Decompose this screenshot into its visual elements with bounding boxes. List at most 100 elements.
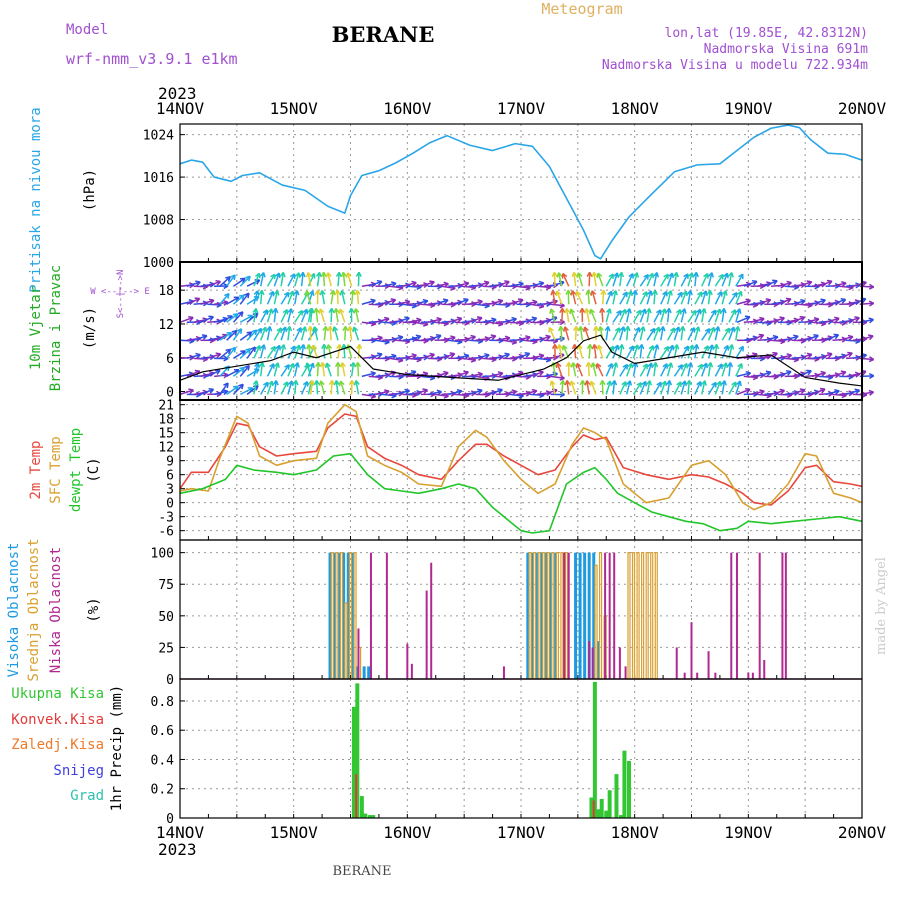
wind-arrow [448, 317, 462, 323]
bar-1 [549, 552, 553, 679]
wind-arrow [566, 380, 570, 395]
wind-arrow-head [556, 290, 562, 295]
bar-1 [535, 552, 539, 679]
wind-arrow [502, 339, 517, 344]
wind-arrow-head [307, 271, 312, 277]
wind-arrow-head [546, 392, 552, 397]
wind-arrow [612, 290, 617, 305]
wind-arrow-head [378, 353, 383, 359]
wind-arrow-head [342, 271, 347, 277]
wind-arrow [300, 326, 306, 341]
series-line-1 [179, 413, 863, 506]
y-tick-label: 0 [166, 497, 174, 512]
bar-1 [587, 552, 591, 679]
wind-arrow-head [223, 301, 229, 306]
wind-arrow [687, 290, 692, 305]
wind-arrow-head [672, 345, 675, 351]
wind-arrow [260, 381, 269, 395]
wind-arrow [687, 272, 693, 287]
wind-arrow [246, 312, 259, 323]
wind-arrow-head [484, 394, 490, 398]
y-tick-label: 0.4 [151, 753, 175, 768]
wind-arrow-head [766, 371, 772, 377]
wind-arrow-head [759, 374, 765, 379]
wind-arrow [639, 291, 648, 305]
wind-arrow [315, 308, 319, 323]
wind-arrow-head [317, 362, 322, 368]
wind-arrow-head [862, 394, 868, 398]
wind-arrow-head [589, 271, 593, 278]
wind-arrow-head [869, 391, 875, 396]
wind-arrow-head [807, 370, 812, 376]
wind-arrow-head [437, 302, 443, 307]
wind-arrow-head [248, 276, 251, 282]
wind-arrow [694, 344, 698, 359]
temp-frame [179, 399, 863, 541]
wind-arrow-head [329, 325, 334, 331]
y-tick-label: 9 [166, 455, 174, 470]
wind-arrow-head [695, 272, 699, 278]
wind-arrow [253, 308, 257, 323]
wind-arrow [407, 335, 421, 342]
wind-arrow [434, 393, 449, 398]
wind-arrow [735, 308, 741, 323]
wind-arrow-head [780, 389, 786, 395]
wind-arrow [721, 272, 729, 287]
precip-conv-label: Konvek.Kisa [11, 712, 104, 728]
wind-arrow-head [384, 285, 390, 290]
wind-arrow [694, 363, 703, 377]
bar-1 [351, 706, 356, 818]
wind-arrow [597, 344, 604, 359]
wind-arrow [721, 290, 727, 305]
bar-2 [631, 552, 636, 680]
wind-arrow-head [209, 388, 215, 394]
bar-3 [714, 672, 717, 679]
bar-1 [589, 797, 594, 818]
wind-arrow [612, 310, 622, 323]
bar-3 [730, 552, 733, 679]
wind-arrow-head [729, 362, 734, 368]
bar-3 [763, 660, 766, 679]
wind-arrow-head [587, 361, 592, 368]
cloud-low-label: Niska Oblacnost [48, 547, 64, 673]
wind-arrow [556, 290, 563, 305]
wind-arrow [701, 290, 707, 305]
wind-arrow [680, 345, 689, 359]
wind-arrow [232, 328, 243, 341]
wind-arrow [700, 308, 706, 323]
wind-arrow-head [464, 394, 470, 399]
wind-arrow-head [787, 394, 793, 398]
y-tick-label: 3 [166, 483, 174, 498]
wind-arrow [266, 326, 271, 341]
wind-arrow [259, 290, 263, 305]
bar-1 [328, 552, 332, 679]
wind-arrow-head [484, 337, 490, 343]
wind-arrow-head [471, 392, 477, 397]
y-tick-label: 6 [166, 469, 174, 484]
wind-arrow [468, 389, 483, 396]
wind-arrow [646, 308, 651, 323]
wind-arrow-head [545, 286, 552, 291]
wind-arrow [735, 346, 744, 359]
wind-arrow [612, 362, 617, 377]
wind-arrow [193, 335, 208, 342]
bar-2 [560, 552, 564, 680]
wind-arrow [707, 382, 717, 395]
wind-arrow [321, 290, 326, 305]
wind-arrow-head [581, 307, 586, 313]
wind-arrow-head [759, 357, 765, 362]
wind-arrow-head [532, 284, 538, 289]
wind-arrow-head [450, 392, 456, 397]
wind-arrow-head [234, 330, 238, 336]
wind-arrow [666, 290, 672, 305]
wind-arrow-head [780, 284, 786, 289]
bar-1 [359, 796, 364, 818]
wind-arrow [784, 335, 799, 342]
wind-arrow [259, 362, 264, 377]
wind-arrow [687, 362, 692, 377]
wind-arrow [626, 363, 633, 377]
wind-arrow-head [723, 380, 727, 386]
wind-arrow [322, 272, 326, 287]
wind-arrow [632, 327, 640, 341]
wind-arrow [558, 344, 563, 359]
